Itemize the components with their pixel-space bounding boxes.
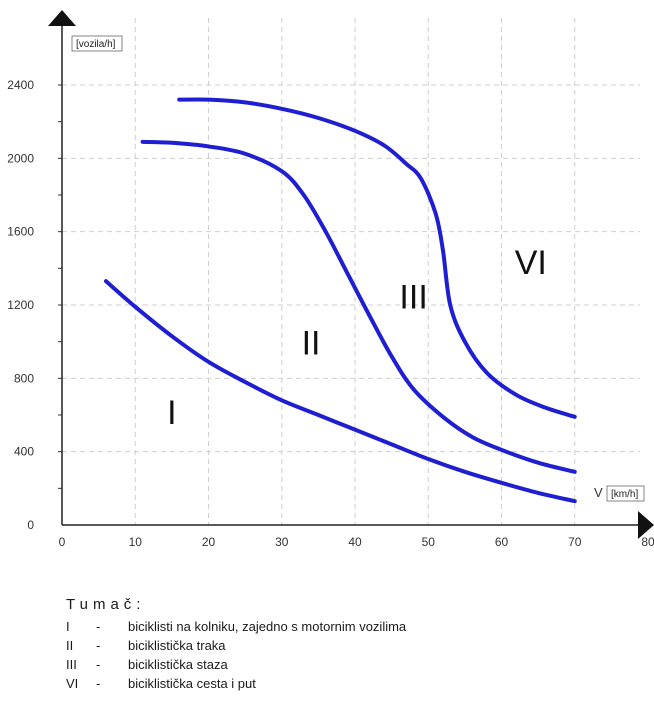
- legend-item: VI - biciklistička cesta i put: [66, 674, 406, 693]
- y-unit-bracket: [71, 35, 123, 52]
- chart: 0 10 20 30 40 50 60 70 8004008001200160020002400…: [7, 10, 654, 549]
- x-tick-label: 0: [59, 535, 66, 549]
- y-tick-label: 2400: [7, 78, 34, 92]
- x-tick-label: 50: [422, 535, 436, 549]
- legend-title: Tumač:: [66, 596, 146, 613]
- legend-item-text: biciklisti na kolniku, zajedno s motorni…: [128, 619, 407, 634]
- y-tick-label: 400: [14, 445, 34, 459]
- x-tick-label: 20: [202, 535, 216, 549]
- region-label: I: [167, 394, 176, 432]
- series-line-1: [103, 279, 577, 504]
- x-axis-label: V: [594, 485, 603, 500]
- axes: [48, 10, 654, 539]
- legend-item-text: biciklistička cesta i put: [128, 676, 256, 691]
- y-tick-label: 1200: [7, 298, 34, 312]
- y-axis-unit: [vozila/h]: [76, 39, 116, 50]
- y-tick-label: 1600: [7, 225, 34, 239]
- legend-item-dash: -: [96, 657, 101, 672]
- legend: Tumač: I - biciklisti na kolniku, zajedn…: [66, 596, 406, 693]
- legend-item: III - biciklistička staza: [66, 655, 406, 674]
- legend-item-text: biciklistička staza: [128, 657, 228, 672]
- x-tick-label: 80: [641, 535, 654, 549]
- legend-item-dash: -: [96, 638, 101, 653]
- legend-item-text: biciklistička traka: [128, 638, 226, 653]
- y-tick-label: 800: [14, 371, 34, 385]
- legend-item-number: III: [66, 657, 77, 672]
- x-tick-label: 10: [129, 535, 143, 549]
- x-unit-bracket: [606, 485, 645, 502]
- legend-item-dash: -: [96, 676, 101, 691]
- y-tick-label: 0: [27, 518, 34, 532]
- series-line-3: [177, 97, 577, 419]
- legend-item-number: VI: [66, 676, 79, 691]
- x-tick-label: 60: [495, 535, 509, 549]
- legend-item-number: I: [66, 619, 70, 634]
- x-axis-arrow-icon: [638, 511, 654, 539]
- legend-item-dash: -: [96, 619, 101, 634]
- y-tick-label: 2000: [7, 151, 34, 165]
- legend-item: II - biciklistička traka: [66, 636, 406, 655]
- region-label: VI: [515, 244, 547, 282]
- x-tick-label: 70: [568, 535, 582, 549]
- series-lines: [103, 97, 577, 504]
- x-tick-label: 40: [348, 535, 362, 549]
- grid: [62, 18, 640, 525]
- region-label: II: [302, 325, 321, 363]
- x-tick-label: 30: [275, 535, 289, 549]
- legend-item-number: II: [66, 638, 74, 653]
- series-line-2: [140, 139, 577, 474]
- x-axis-unit: [km/h]: [611, 489, 638, 500]
- legend-item: I - biciklisti na kolniku, zajedno s mot…: [66, 617, 406, 636]
- region-label: III: [399, 279, 427, 317]
- y-axis-arrow-icon: [48, 10, 76, 26]
